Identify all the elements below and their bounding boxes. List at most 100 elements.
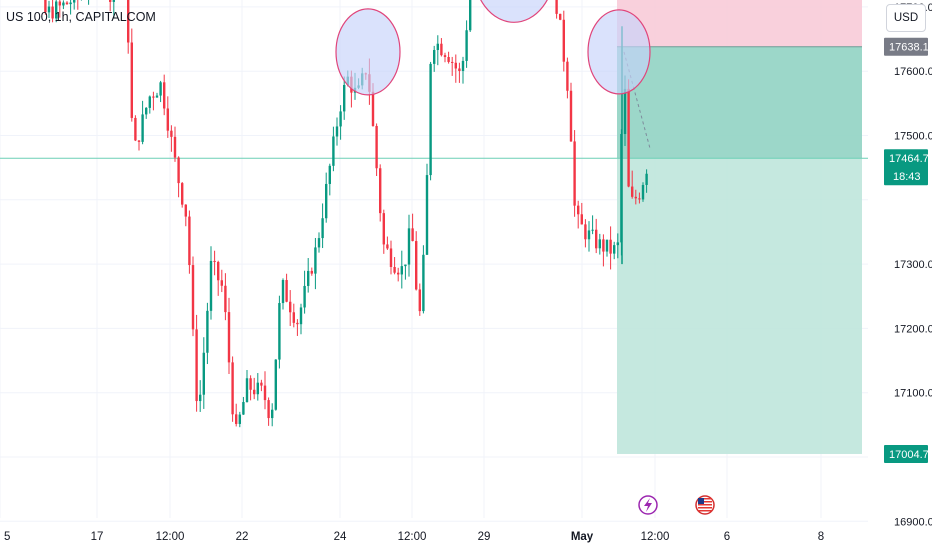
candle-body bbox=[47, 6, 51, 13]
candle bbox=[584, 219, 587, 248]
candle bbox=[77, 0, 79, 10]
candle bbox=[231, 356, 234, 422]
entry-price-tag: 17638.1 bbox=[884, 37, 929, 56]
candle-body bbox=[465, 30, 468, 61]
candle bbox=[343, 76, 346, 120]
candle-body bbox=[303, 285, 306, 308]
x-tick-label: 22 bbox=[236, 531, 249, 543]
candle-body bbox=[616, 242, 619, 246]
candle bbox=[317, 232, 321, 253]
candle-body bbox=[580, 214, 583, 225]
candle-body bbox=[238, 414, 241, 424]
candle bbox=[375, 123, 378, 177]
candle bbox=[400, 250, 403, 289]
candle-body bbox=[152, 96, 155, 98]
y-tick-label: 17300.0 bbox=[894, 259, 932, 271]
candle-body bbox=[263, 385, 267, 401]
candle-body bbox=[429, 63, 432, 176]
candle bbox=[598, 233, 601, 255]
candle bbox=[415, 231, 418, 291]
candle-body bbox=[307, 270, 310, 286]
candle-body bbox=[289, 301, 292, 313]
candle bbox=[69, 0, 72, 15]
flag-stripe bbox=[698, 501, 712, 503]
candle-body bbox=[224, 285, 227, 313]
candle bbox=[458, 62, 461, 83]
us-flag-icon bbox=[695, 495, 715, 515]
candle bbox=[145, 107, 148, 119]
candle-body bbox=[641, 184, 645, 200]
entry-price-tag-text: 17638.1 bbox=[889, 42, 929, 54]
symbol-title[interactable]: US 100, 1h, CAPITALCOM bbox=[6, 10, 156, 24]
candle-body bbox=[386, 244, 389, 249]
candle-body bbox=[274, 359, 277, 410]
candle bbox=[62, 0, 65, 10]
candle-body bbox=[177, 157, 180, 184]
candle-body bbox=[555, 0, 558, 14]
candle-body bbox=[191, 265, 195, 330]
candle bbox=[184, 204, 187, 227]
candle-body bbox=[44, 0, 47, 13]
candle-body bbox=[422, 254, 425, 312]
candle-body bbox=[242, 402, 245, 415]
y-tick-label: 17200.0 bbox=[894, 323, 932, 335]
candle bbox=[447, 51, 450, 64]
candle-body bbox=[415, 241, 418, 290]
candle bbox=[303, 270, 306, 314]
candle-body bbox=[285, 280, 288, 302]
candle bbox=[454, 54, 457, 83]
candle bbox=[299, 303, 303, 335]
candle-body bbox=[51, 6, 54, 19]
candle bbox=[436, 35, 439, 66]
candle-body bbox=[173, 136, 177, 158]
candle bbox=[170, 125, 173, 152]
candle-body bbox=[587, 230, 591, 240]
candle-body bbox=[371, 91, 375, 126]
candle-body bbox=[375, 125, 378, 169]
entry-price-tag-bg bbox=[884, 37, 928, 56]
candle bbox=[433, 45, 436, 72]
candle-body bbox=[433, 50, 436, 64]
candle-body bbox=[573, 141, 576, 206]
candle-body bbox=[235, 414, 238, 424]
candle-body bbox=[206, 310, 209, 353]
candle bbox=[411, 213, 414, 242]
x-tick-label: 29 bbox=[478, 531, 491, 543]
candle-body bbox=[559, 13, 562, 20]
candle-body bbox=[379, 168, 382, 214]
candle-body bbox=[310, 270, 313, 274]
candle bbox=[339, 105, 342, 140]
candle bbox=[602, 234, 605, 267]
flag-stripe bbox=[698, 507, 712, 509]
candle-body bbox=[249, 378, 252, 390]
target-price-tag: 17004.7 bbox=[884, 444, 929, 463]
candle-body bbox=[609, 239, 612, 254]
candle bbox=[285, 273, 288, 303]
candle-body bbox=[231, 362, 234, 415]
currency-button[interactable]: USD bbox=[886, 4, 926, 32]
candle bbox=[587, 221, 591, 252]
candle bbox=[559, 13, 562, 21]
candle-body bbox=[227, 312, 231, 363]
candle bbox=[634, 189, 637, 205]
candle bbox=[88, 0, 90, 5]
target-price-tag-text: 17004.7 bbox=[889, 449, 929, 461]
candle bbox=[109, 0, 112, 12]
candle-body bbox=[184, 204, 187, 217]
candle bbox=[631, 170, 634, 199]
candle-body bbox=[141, 114, 144, 142]
candle bbox=[422, 245, 425, 314]
candle-body bbox=[202, 352, 205, 395]
candle bbox=[310, 267, 313, 276]
flag-stripe bbox=[698, 498, 712, 500]
candle-body bbox=[397, 272, 400, 275]
candle-body bbox=[271, 409, 274, 419]
candle-body bbox=[217, 261, 220, 281]
candle-body bbox=[256, 382, 259, 395]
candle-body bbox=[181, 183, 184, 205]
candle bbox=[141, 100, 144, 145]
candle-body bbox=[411, 228, 414, 242]
candle bbox=[271, 403, 274, 427]
